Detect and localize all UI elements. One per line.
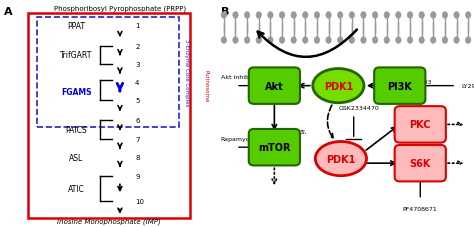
Text: 7: 7 (135, 137, 140, 143)
Ellipse shape (302, 38, 308, 44)
Text: 3-Enzyme Core Complex: 3-Enzyme Core Complex (184, 39, 189, 106)
Text: PPAT: PPAT (67, 22, 85, 31)
Ellipse shape (373, 13, 378, 19)
Ellipse shape (361, 13, 366, 19)
Text: PAICS: PAICS (65, 125, 87, 134)
Text: PKC: PKC (410, 120, 431, 130)
Ellipse shape (407, 13, 413, 19)
Ellipse shape (361, 38, 366, 44)
Text: PI3K: PI3K (387, 81, 412, 91)
Ellipse shape (313, 69, 364, 103)
Ellipse shape (396, 13, 401, 19)
Text: TrifGART: TrifGART (60, 51, 92, 60)
FancyBboxPatch shape (249, 129, 300, 166)
Ellipse shape (442, 13, 447, 19)
Text: LY294002: LY294002 (461, 84, 474, 89)
FancyBboxPatch shape (374, 68, 425, 104)
Ellipse shape (454, 38, 459, 44)
Ellipse shape (302, 13, 308, 19)
Ellipse shape (430, 13, 436, 19)
Ellipse shape (245, 38, 250, 44)
Text: mTOR: mTOR (258, 143, 291, 153)
Ellipse shape (314, 13, 319, 19)
Ellipse shape (291, 38, 296, 44)
Text: 2: 2 (135, 44, 139, 49)
Text: 6: 6 (135, 117, 140, 123)
Text: Akt inhibitors: Akt inhibitors (220, 75, 263, 80)
Ellipse shape (454, 13, 459, 19)
Text: 5: 5 (135, 98, 139, 104)
Text: 3: 3 (135, 62, 140, 68)
Ellipse shape (326, 38, 331, 44)
Ellipse shape (384, 38, 390, 44)
Ellipse shape (465, 38, 471, 44)
Ellipse shape (349, 13, 355, 19)
Ellipse shape (419, 38, 424, 44)
Ellipse shape (233, 38, 238, 44)
Ellipse shape (314, 38, 319, 44)
Ellipse shape (349, 38, 355, 44)
Text: B: B (220, 7, 229, 17)
Text: A: A (4, 7, 13, 17)
Text: PDK1: PDK1 (326, 154, 356, 164)
Ellipse shape (268, 38, 273, 44)
Ellipse shape (337, 38, 343, 44)
Ellipse shape (279, 38, 285, 44)
Text: Rapamycin: Rapamycin (220, 136, 255, 141)
Ellipse shape (396, 38, 401, 44)
Text: 4: 4 (135, 80, 139, 86)
Text: 8: 8 (135, 155, 140, 161)
Ellipse shape (291, 13, 296, 19)
Ellipse shape (407, 38, 413, 44)
Text: Inosine Monophosphate (IMP): Inosine Monophosphate (IMP) (57, 217, 161, 224)
Ellipse shape (337, 13, 343, 19)
Ellipse shape (245, 13, 250, 19)
Text: PDK1: PDK1 (324, 81, 353, 91)
Text: vs.: vs. (298, 129, 308, 135)
Ellipse shape (373, 38, 378, 44)
Ellipse shape (221, 13, 227, 19)
Ellipse shape (279, 13, 285, 19)
Text: 9: 9 (135, 173, 140, 179)
Text: Akt: Akt (265, 81, 284, 91)
Ellipse shape (384, 13, 390, 19)
Ellipse shape (256, 38, 262, 44)
Text: Phosphoribosyl Pyrophosphate (PRPP): Phosphoribosyl Pyrophosphate (PRPP) (54, 6, 186, 12)
Ellipse shape (326, 13, 331, 19)
FancyBboxPatch shape (249, 68, 300, 104)
Ellipse shape (315, 142, 366, 176)
Text: 10: 10 (135, 198, 144, 204)
FancyBboxPatch shape (395, 107, 446, 143)
Text: GSK2334470: GSK2334470 (338, 105, 379, 110)
Text: ATIC: ATIC (68, 184, 85, 193)
Ellipse shape (430, 38, 436, 44)
Ellipse shape (256, 13, 262, 19)
Text: Purinosome: Purinosome (203, 70, 209, 102)
Ellipse shape (465, 13, 471, 19)
Text: FGAMS: FGAMS (61, 87, 91, 96)
Ellipse shape (442, 38, 447, 44)
Text: S6K: S6K (410, 158, 431, 168)
Text: 1: 1 (135, 23, 140, 29)
Ellipse shape (419, 13, 424, 19)
Text: PF4708671: PF4708671 (403, 206, 438, 211)
Text: Gö6893: Gö6893 (408, 79, 432, 84)
FancyBboxPatch shape (395, 145, 446, 182)
Ellipse shape (268, 13, 273, 19)
Ellipse shape (221, 38, 227, 44)
Ellipse shape (233, 13, 238, 19)
Text: ASL: ASL (69, 153, 83, 162)
